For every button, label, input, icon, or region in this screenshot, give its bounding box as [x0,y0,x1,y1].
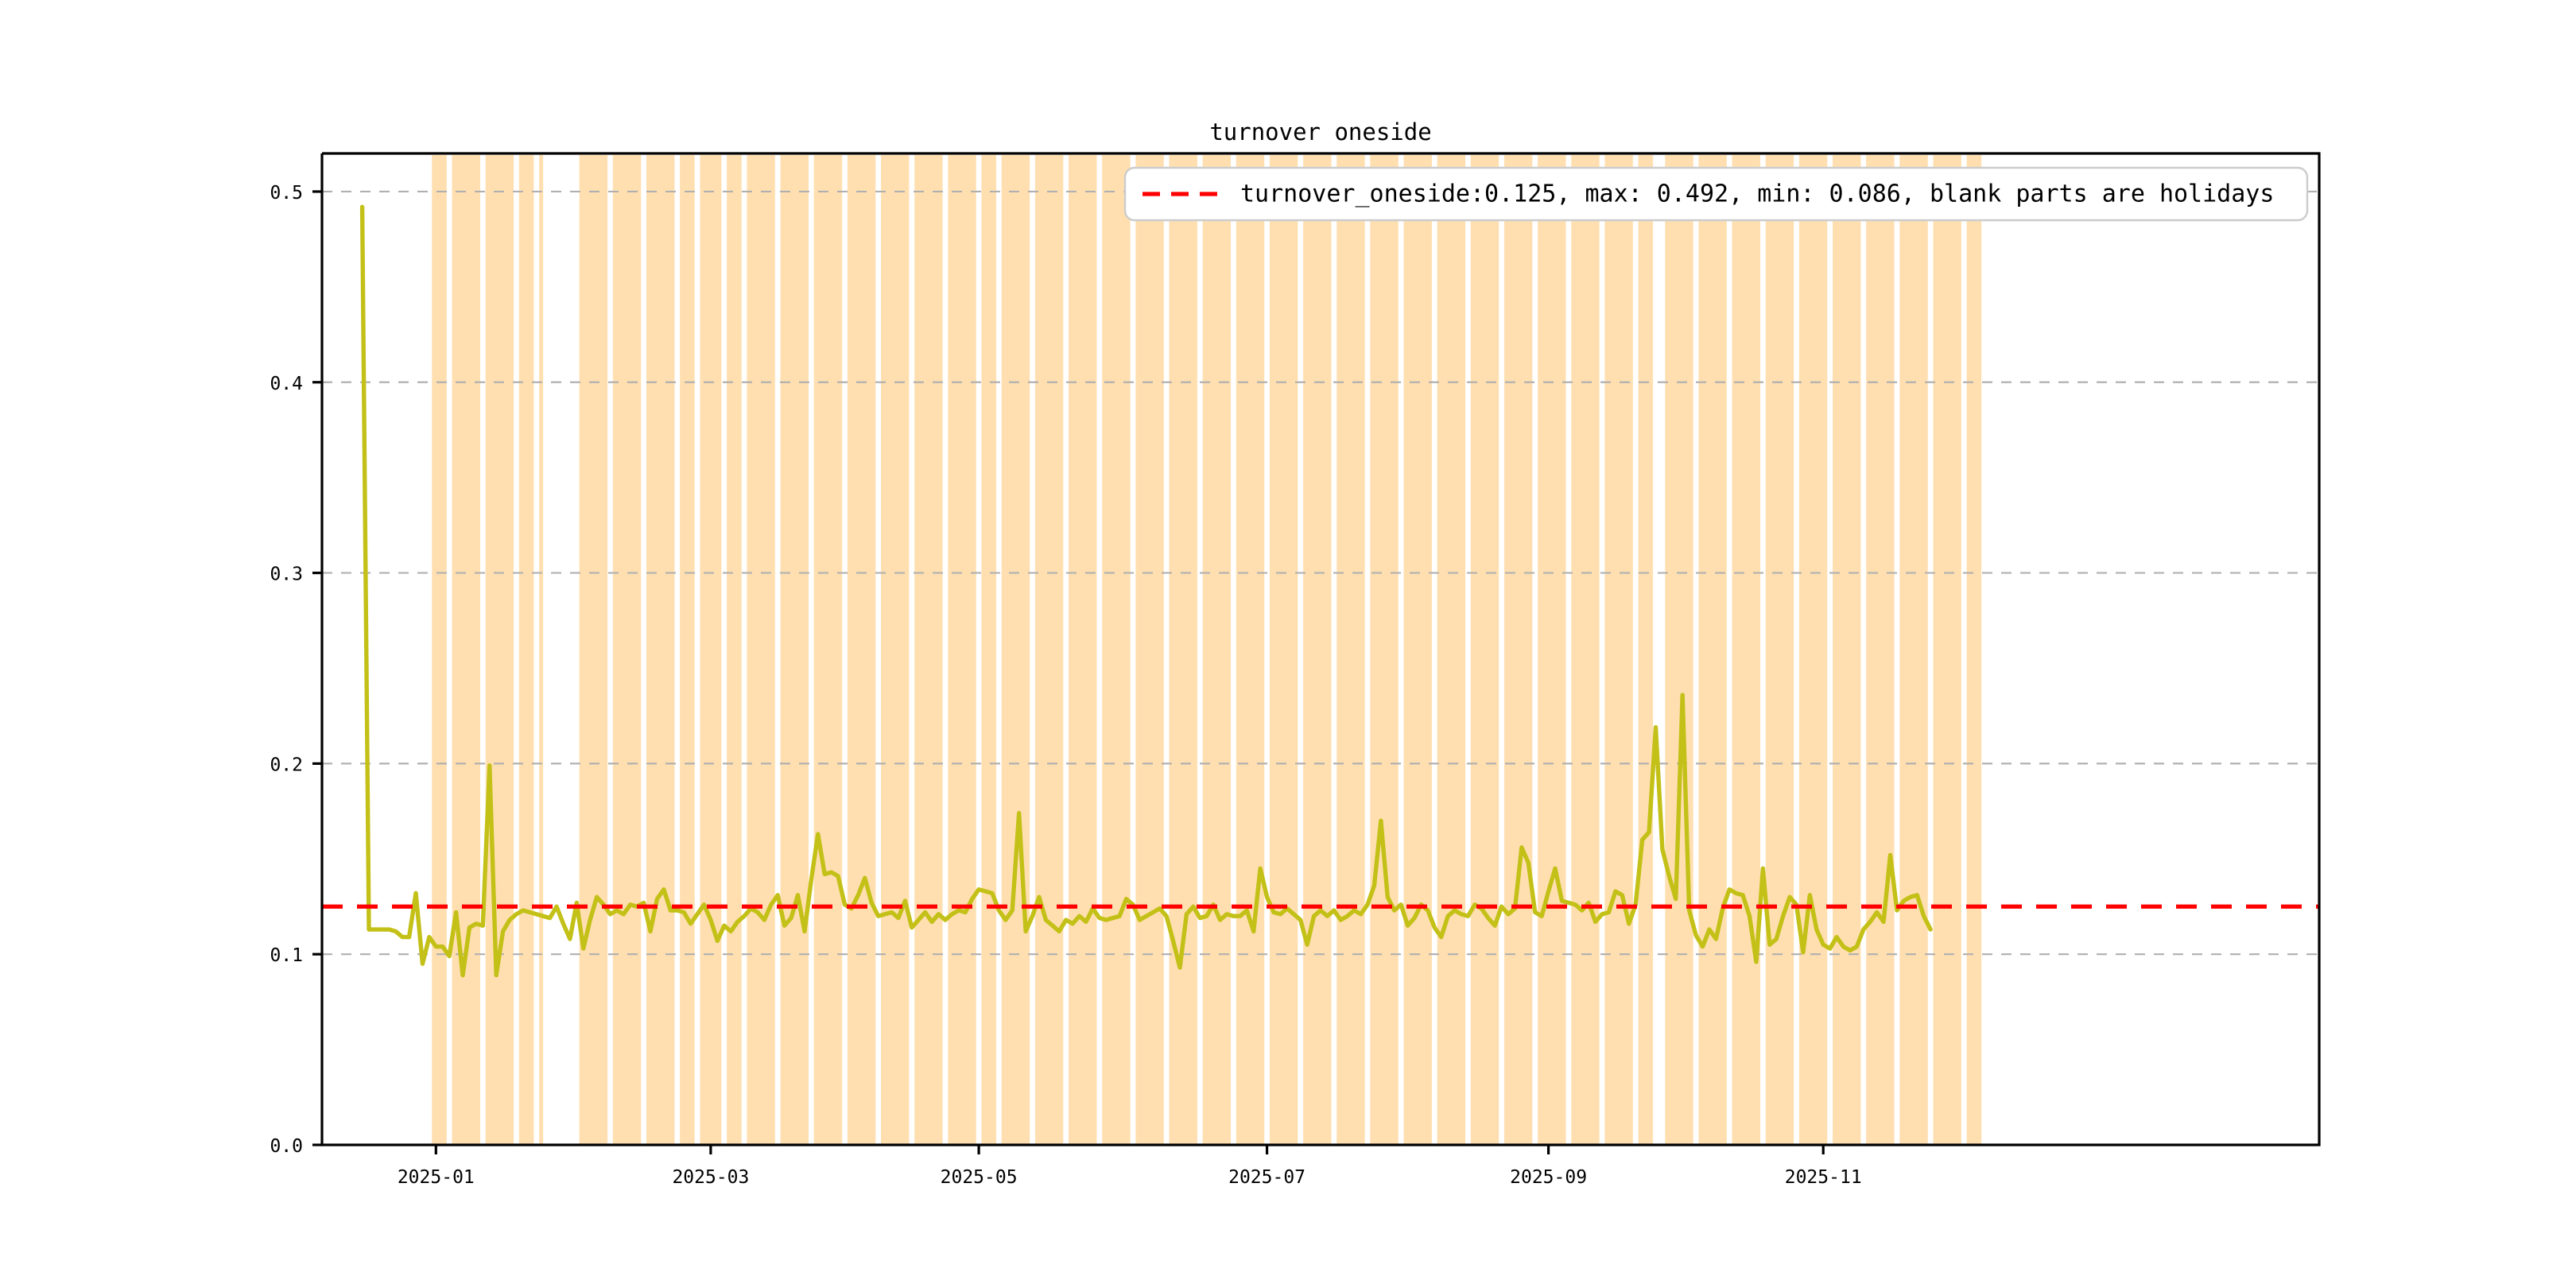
y-tick-label: 0.5 [270,183,303,204]
y-tick-label: 0.4 [270,374,303,394]
x-tick-label: 2025-03 [672,1167,749,1188]
series-lines [359,204,1933,978]
holiday-band [1135,155,1164,1145]
chart-title: turnover oneside [1209,118,1431,145]
holiday-band [432,155,447,1145]
holiday-band [1798,155,1828,1145]
holiday-band [700,155,722,1145]
legend-label-turnover-oneside: turnover_oneside:0.125, max: 0.492, min:… [1240,180,2274,208]
holiday-band [1966,155,1982,1145]
holiday-band [881,155,910,1145]
holiday-band [1169,155,1197,1145]
x-axis-ticks: 2025-01 2025-03 2025-05 2025-07 2025-09 2025-… [398,1145,1862,1188]
holiday-band [1899,155,1928,1145]
holiday-band [1503,155,1533,1145]
holiday-band [1303,155,1332,1145]
holiday-band [1866,155,1895,1145]
y-tick-label: 0.2 [270,755,303,775]
holiday-band [680,155,695,1145]
holiday-band [518,155,534,1145]
holiday-band [1933,155,1961,1145]
x-tick-label: 2025-07 [1228,1167,1305,1188]
holiday-band [1698,155,1727,1145]
holiday-band [1470,155,1499,1145]
x-tick-label: 2025-01 [398,1167,475,1188]
y-tick-label: 0.3 [270,564,303,585]
holiday-band [847,155,876,1145]
holiday-band [914,155,943,1145]
holiday-band [727,155,742,1145]
holiday-band [1403,155,1432,1145]
holiday-band [1437,155,1466,1145]
holiday-band [1765,155,1794,1145]
holiday-band [646,155,675,1145]
holiday-band [1370,155,1399,1145]
y-tick-label: 0.1 [270,945,303,966]
axes-spines [320,152,2321,1146]
holiday-band [1833,155,1861,1145]
holiday-band [981,155,997,1145]
holiday-band [1001,155,1030,1145]
legend[interactable]: turnover_oneside:0.125, max: 0.492, min:… [1123,166,2309,222]
holiday-band [485,155,514,1145]
holiday-band [1269,155,1298,1145]
holiday-band [948,155,976,1145]
holiday-band [747,155,775,1145]
holiday-band [1604,155,1633,1145]
holiday-band [1665,155,1693,1145]
holiday-band [1732,155,1760,1145]
holiday-band [1336,155,1365,1145]
holiday-band [780,155,809,1145]
holiday-band [1638,155,1654,1145]
holiday-band [1571,155,1600,1145]
holiday-band [1034,155,1064,1145]
holiday-band [1538,155,1566,1145]
holiday-band [1202,155,1232,1145]
holiday-band [813,155,843,1145]
x-tick-label: 2025-11 [1785,1167,1862,1188]
series-line-turnover_oneside [359,204,1933,978]
y-axis-ticks: 0.0 0.1 0.2 0.3 0.4 0.5 [270,183,322,1157]
x-tick-label: 2025-09 [1510,1167,1587,1188]
holiday-band [1102,155,1131,1145]
holiday-band [539,155,544,1145]
holiday-bands [432,155,1982,1145]
holiday-band [579,155,608,1145]
holiday-band [452,155,480,1145]
legend-box [1123,166,2309,222]
holiday-band [1069,155,1097,1145]
y-tick-label: 0.0 [270,1136,303,1157]
holiday-band [612,155,642,1145]
holiday-band [1236,155,1265,1145]
x-tick-label: 2025-05 [941,1167,1018,1188]
